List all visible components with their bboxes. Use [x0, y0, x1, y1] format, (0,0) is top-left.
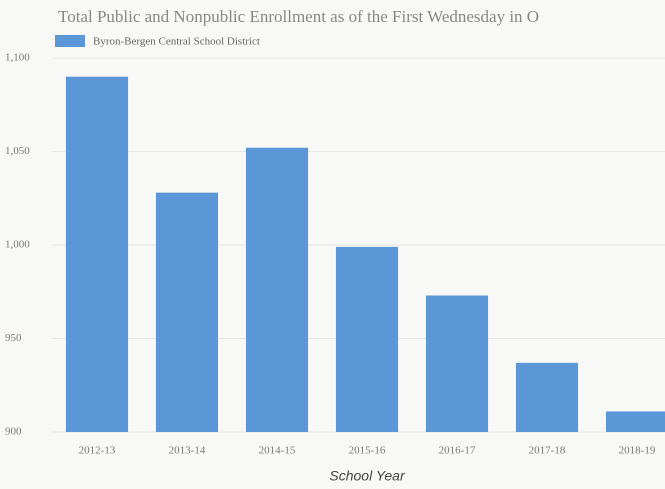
bar: [515, 362, 579, 432]
y-tick-label: 950: [5, 332, 22, 344]
x-tick-label: 2013-14: [169, 445, 206, 457]
bar: [605, 411, 665, 432]
legend-swatch: [55, 35, 85, 47]
y-tick-label: 1,100: [5, 52, 30, 64]
chart-title: Total Public and Nonpublic Enrollment as…: [58, 7, 539, 26]
y-tick-label: 1,000: [5, 239, 30, 251]
x-tick-label: 2016-17: [439, 445, 476, 457]
x-axis-label: School Year: [329, 468, 406, 484]
x-tick-label: 2014-15: [259, 445, 296, 457]
bar: [335, 246, 399, 432]
x-tick-label: 2017-18: [529, 445, 566, 457]
x-tick-label: 2015-16: [349, 445, 386, 457]
y-tick-label: 900: [5, 426, 22, 438]
x-tick-label: 2018-19: [619, 445, 656, 457]
bar: [65, 76, 129, 432]
x-tick-label: 2012-13: [79, 445, 116, 457]
y-tick-label: 1,050: [5, 145, 30, 157]
bar: [245, 147, 309, 432]
bar: [155, 192, 219, 432]
bar: [425, 295, 489, 432]
legend-label: Byron-Bergen Central School District: [93, 36, 260, 48]
